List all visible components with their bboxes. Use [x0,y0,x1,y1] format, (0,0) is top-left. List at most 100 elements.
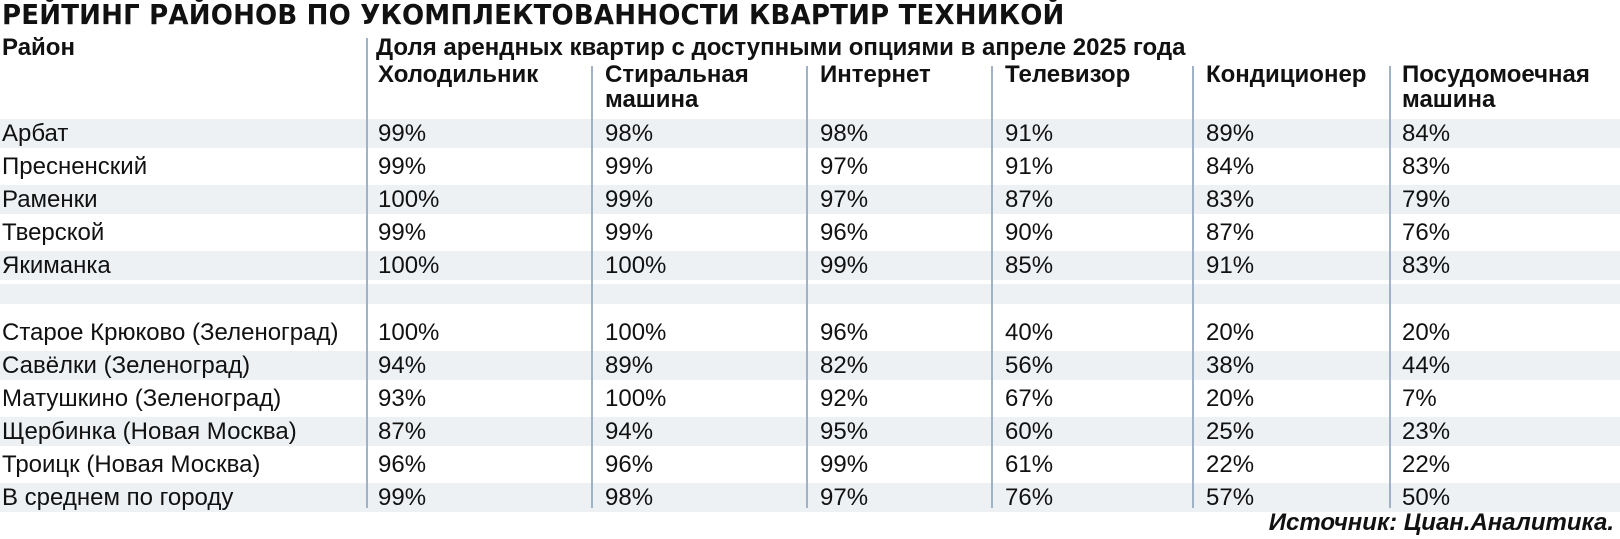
value-cell: 98% [605,484,654,511]
table-row: Матушкино (Зеленоград) 93% 100% 92% 67% 20% 7% [0,384,1620,413]
district-name: Тверской [2,219,105,246]
value-cell: 97% [820,186,869,213]
value-cell: 23% [1402,418,1451,445]
value-cell: 99% [605,219,654,246]
value-cell: 87% [1005,186,1054,213]
value-cell: 79% [1402,186,1451,213]
value-cell: 100% [605,319,667,346]
column-header: Посудомоечная машина [1402,61,1590,113]
value-cell: 99% [820,451,869,478]
value-cell: 44% [1402,352,1451,379]
value-cell: 96% [820,219,869,246]
value-cell: 89% [605,352,654,379]
value-cell: 83% [1402,252,1451,279]
value-cell: 91% [1005,120,1054,147]
value-cell: 100% [605,252,667,279]
value-cell: 82% [820,352,869,379]
district-name: Арбат [2,120,69,147]
value-cell: 91% [1206,252,1255,279]
value-cell: 89% [1206,120,1255,147]
table-row: Троицк (Новая Москва) 96% 96% 99% 61% 22% 22% [0,450,1620,479]
value-cell: 84% [1206,153,1255,180]
column-header: Телевизор [1005,61,1131,88]
value-cell: 56% [1005,352,1054,379]
column-divider [1389,66,1391,508]
column-header: Кондиционер [1206,61,1367,88]
district-name: Пресненский [2,153,148,180]
group-header: Доля арендных квартир с доступными опция… [376,34,1186,61]
table-row: Якиманка 100% 100% 99% 85% 91% 83% [0,251,1620,280]
value-cell: 22% [1206,451,1255,478]
value-cell: 87% [378,418,427,445]
value-cell: 97% [820,484,869,511]
value-cell: 100% [378,186,440,213]
value-cell: 20% [1206,385,1255,412]
district-name: Троицк (Новая Москва) [2,451,261,478]
column-header: Интернет [820,61,931,88]
value-cell: 83% [1206,186,1255,213]
table-row: Пресненский 99% 99% 97% 91% 84% 83% [0,152,1620,181]
value-cell: 38% [1206,352,1255,379]
value-cell: 99% [378,120,427,147]
table-row: Арбат 99% 98% 98% 91% 89% 84% [0,119,1620,148]
value-cell: 25% [1206,418,1255,445]
column-divider [366,38,368,508]
value-cell: 100% [605,385,667,412]
value-cell: 67% [1005,385,1054,412]
value-cell: 60% [1005,418,1054,445]
group-separator [0,284,1620,304]
value-cell: 20% [1402,319,1451,346]
value-cell: 84% [1402,120,1451,147]
column-divider [806,66,808,508]
district-name: В среднем по городу [2,484,234,511]
column-header: Холодильник [378,61,539,88]
value-cell: 99% [378,484,427,511]
table-row: Раменки 100% 99% 97% 87% 83% 79% [0,185,1620,214]
value-cell: 98% [820,120,869,147]
value-cell: 85% [1005,252,1054,279]
district-name: Старое Крюково (Зеленоград) [2,319,339,346]
value-cell: 97% [820,153,869,180]
value-cell: 93% [378,385,427,412]
value-cell: 95% [820,418,869,445]
column-divider [591,66,593,508]
value-cell: 99% [378,153,427,180]
value-cell: 90% [1005,219,1054,246]
value-cell: 96% [820,319,869,346]
value-cell: 100% [378,319,440,346]
value-cell: 92% [820,385,869,412]
district-name: Щербинка (Новая Москва) [2,418,297,445]
value-cell: 87% [1206,219,1255,246]
district-name: Раменки [2,186,98,213]
value-cell: 76% [1402,219,1451,246]
value-cell: 96% [605,451,654,478]
value-cell: 99% [820,252,869,279]
value-cell: 99% [605,153,654,180]
column-header: Стиральная машина [605,61,749,113]
value-cell: 50% [1402,484,1451,511]
value-cell: 40% [1005,319,1054,346]
district-name: Якиманка [2,252,111,279]
value-cell: 76% [1005,484,1054,511]
value-cell: 98% [605,120,654,147]
table-row: Щербинка (Новая Москва) 87% 94% 95% 60% 25% 23… [0,417,1620,446]
district-name: Савёлки (Зеленоград) [2,352,251,379]
table-row: Старое Крюково (Зеленоград) 100% 100% 96% 40… [0,318,1620,347]
column-divider [1192,66,1194,508]
value-cell: 99% [378,219,427,246]
table-row: В среднем по городу 99% 98% 97% 76% 57% 50% [0,483,1620,512]
source-note: Источник: Циан.Аналитика. [1268,509,1614,536]
table-row: Тверской 99% 99% 96% 90% 87% 76% [0,218,1620,247]
value-cell: 94% [605,418,654,445]
district-name: Матушкино (Зеленоград) [2,385,282,412]
value-cell: 100% [378,252,440,279]
value-cell: 96% [378,451,427,478]
value-cell: 94% [378,352,427,379]
value-cell: 83% [1402,153,1451,180]
value-cell: 57% [1206,484,1255,511]
table-row: Савёлки (Зеленоград) 94% 89% 82% 56% 38% 44% [0,351,1620,380]
value-cell: 91% [1005,153,1054,180]
value-cell: 99% [605,186,654,213]
column-divider [991,66,993,508]
district-column-header: Район [2,34,75,61]
